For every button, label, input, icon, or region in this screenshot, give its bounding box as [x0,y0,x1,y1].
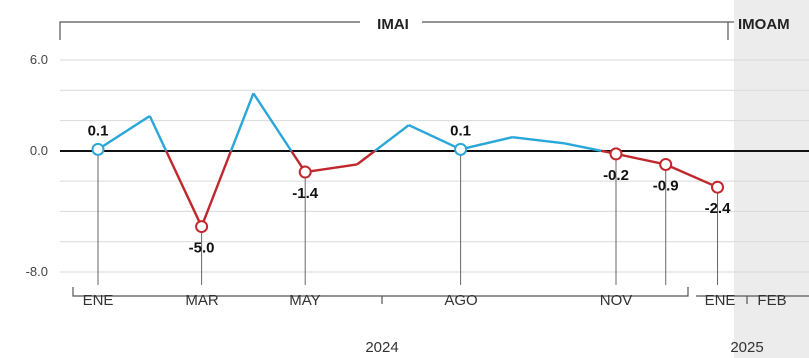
data-labels: 0.1 -5.0 -1.4 0.1 -0.2 -0.9 -2.4 [88,122,732,256]
data-point-marker [609,147,623,161]
year-label-2025: 2025 [730,339,763,356]
marker-drop-lines [97,149,719,285]
y-tick-label: 6.0 [30,52,48,67]
y-tick-label: 0.0 [30,143,48,158]
axes: 6.0 0.0 -8.0 ENE MAR MAY AGO NOV ENE FEB… [26,16,790,356]
x-tick-label: MAY [289,292,320,309]
series-segment [374,124,410,152]
y-tick-label: -8.0 [26,264,48,279]
data-label: -5.0 [189,240,215,257]
data-label: -0.9 [653,177,679,194]
year-2024-bracket [72,287,689,297]
band-label-imoam: IMOAM [738,16,790,33]
series-segment [665,163,719,189]
data-label: -0.2 [603,167,629,184]
x-tick-label: MAR [185,292,219,309]
data-label: -1.4 [292,185,319,202]
series-segment [165,150,203,228]
series-segment [356,149,376,166]
series-segment [148,115,168,152]
data-point-marker [298,165,312,179]
period-brackets [59,21,809,304]
data-point-marker [659,157,673,171]
series-segment [252,92,293,152]
series-segment [408,124,462,151]
x-tick-label: FEB [757,292,786,309]
series-lines [97,92,719,228]
series-segment [512,136,565,145]
series-segment [305,163,358,174]
series-segment [460,136,513,151]
data-label: 0.1 [450,122,471,139]
x-tick-label: AGO [444,292,477,309]
data-label: 0.1 [88,122,109,139]
series-segment [563,142,602,153]
x-tick-label: NOV [600,292,633,309]
series-segment [97,115,151,151]
series-segment [615,152,666,166]
data-point-marker [195,220,209,234]
data-markers [91,142,725,234]
band-label-imai: IMAI [377,16,409,33]
grid [60,59,809,273]
x-tick-label: ENE [705,292,736,309]
series-segment [229,92,255,152]
x-tick-label: ENE [83,292,114,309]
data-point-marker [711,180,725,194]
data-point-marker [91,142,105,156]
year-label-2024: 2024 [365,339,398,356]
data-label: -2.4 [705,200,732,217]
data-point-marker [454,142,468,156]
series-segment [200,150,233,228]
